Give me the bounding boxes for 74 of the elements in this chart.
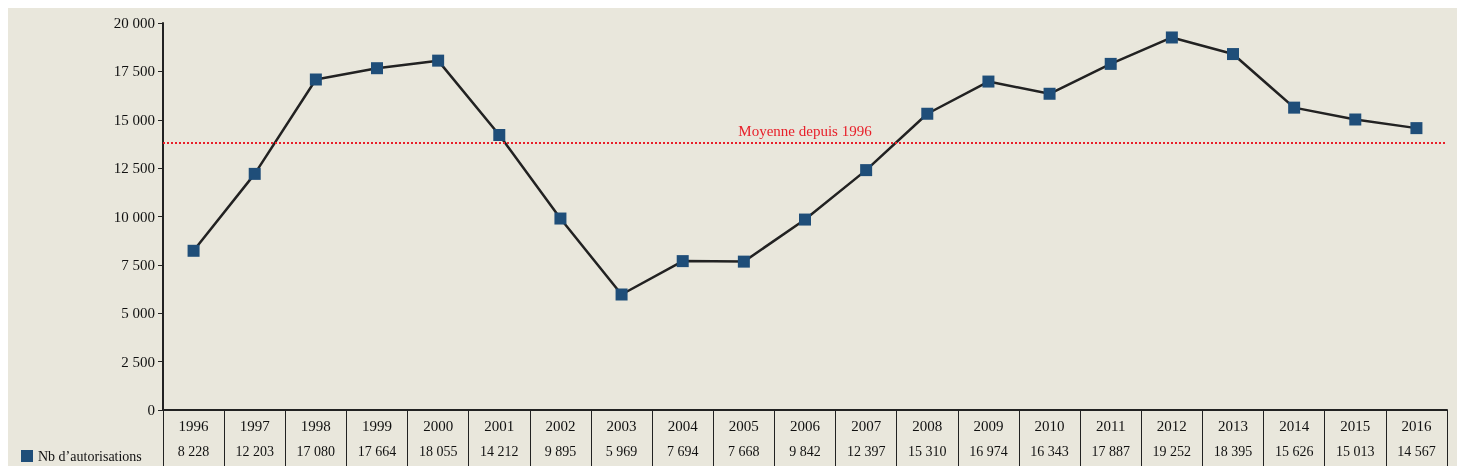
x-tick-label: 2009 (973, 417, 1004, 434)
data-label: 9 842 (789, 443, 821, 459)
x-tick-label: 2012 (1156, 417, 1187, 434)
ref-line-label: Moyenne depuis 1996 (738, 123, 873, 140)
x-tick-label: 2006 (790, 417, 821, 434)
point (799, 213, 811, 226)
y-tick-label: 2 500 (121, 353, 155, 370)
data-label: 17 080 (296, 443, 336, 459)
data-label: 7 668 (728, 443, 760, 459)
data-label: 5 969 (605, 443, 638, 459)
data-label: 17 664 (357, 443, 397, 459)
x-tick-label: 2010 (1034, 417, 1065, 434)
x-tick-label: 2002 (545, 417, 576, 434)
x-tick-label: 1999 (362, 417, 392, 434)
x-tick-label: 2003 (606, 417, 637, 434)
x-tick-label: 2014 (1279, 417, 1310, 434)
x-tick-label: 2004 (667, 417, 699, 434)
x-tick-label: 2001 (484, 417, 515, 434)
x-tick-label: 2000 (423, 417, 454, 434)
x-tick-label: 2015 (1340, 417, 1371, 434)
point (1165, 31, 1178, 44)
point (860, 164, 873, 177)
point (1410, 122, 1423, 135)
y-tick-label: 5 000 (121, 305, 155, 322)
point (309, 73, 322, 86)
x-tick-label: 1996 (178, 417, 210, 434)
y-tick-label: 20 000 (113, 15, 155, 31)
data-label: 16 343 (1030, 443, 1069, 459)
data-label: 15 013 (1336, 443, 1375, 459)
point (432, 54, 445, 67)
y-tick-label: 7 500 (121, 256, 155, 273)
point (1104, 57, 1117, 70)
x-tick-label: 2005 (728, 417, 759, 434)
x-tick-label: 2007 (851, 417, 882, 434)
data-label: 18 395 (1213, 443, 1253, 459)
x-tick-label: 1998 (300, 417, 331, 434)
point (248, 167, 261, 180)
data-label: 12 397 (846, 443, 886, 459)
data-label: 8 228 (177, 443, 210, 459)
x-tick-label: 2008 (912, 417, 943, 434)
point (676, 255, 689, 268)
point (187, 244, 200, 257)
point (1043, 87, 1056, 100)
y-tick-label: 12 500 (113, 160, 155, 177)
y-tick-label: 0 (147, 402, 155, 418)
data-label: 14 567 (1397, 443, 1436, 459)
point (737, 255, 750, 268)
data-label: 17 887 (1091, 443, 1130, 459)
data-label: 15 310 (908, 443, 947, 459)
point (1227, 48, 1239, 61)
data-label: 19 252 (1152, 443, 1192, 459)
point (493, 129, 506, 141)
point (1349, 113, 1362, 126)
data-label: 7 694 (666, 443, 699, 459)
point (1288, 101, 1301, 114)
point (554, 212, 567, 225)
y-tick-label: 10 000 (113, 208, 155, 225)
x-tick-label: 2013 (1218, 417, 1248, 434)
point (371, 62, 383, 75)
x-tick-label: 2016 (1401, 417, 1432, 434)
data-label: 15 626 (1274, 443, 1314, 459)
legend-label: Nb d’autorisations (38, 448, 142, 464)
data-label: 12 203 (235, 443, 274, 459)
data-label: 9 895 (544, 443, 577, 459)
point (615, 288, 628, 301)
data-label: 14 212 (480, 443, 519, 459)
y-tick-label: 17 500 (113, 63, 155, 80)
point (921, 107, 934, 120)
point (982, 75, 995, 88)
data-label: 18 055 (418, 443, 458, 459)
x-tick-label: 1997 (239, 417, 271, 434)
x-tick-label: 2011 (1095, 417, 1126, 434)
data-label: 16 974 (969, 443, 1008, 459)
y-tick-label: 15 000 (113, 111, 155, 128)
